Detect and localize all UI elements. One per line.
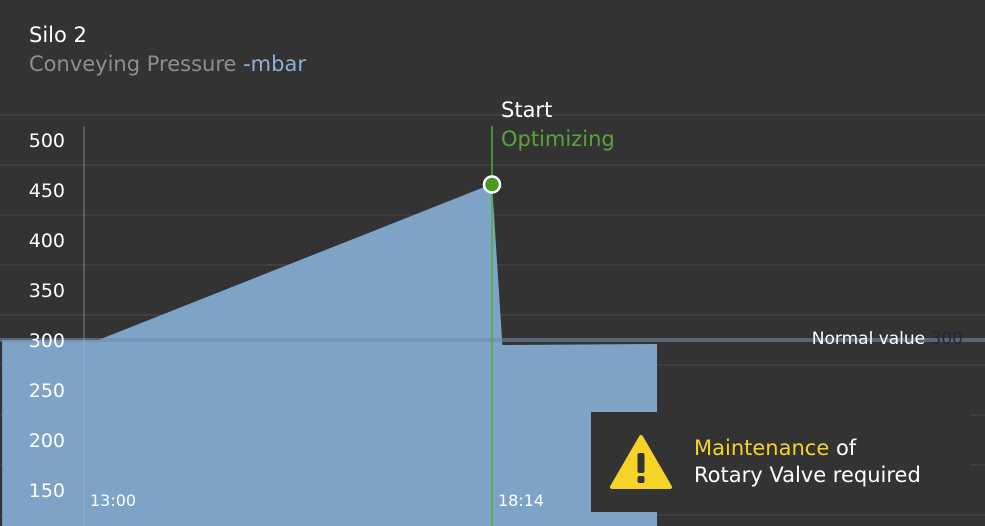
pressure-area-series (2, 184, 658, 526)
x-tick-label: 18:14 (498, 491, 544, 510)
chart-title: Silo 2 (29, 23, 87, 47)
start-marker-dot[interactable] (482, 175, 502, 194)
alert-line-2: Rotary Valve required (694, 463, 921, 487)
chart-subtitle: Conveying Pressure -mbar (29, 50, 306, 78)
normal-value-number: 300 (930, 329, 963, 349)
y-tick-label: 450 (29, 180, 65, 202)
warning-icon (610, 435, 672, 489)
maintenance-alert[interactable]: Maintenance of Rotary Valve required (591, 412, 970, 512)
alert-line-1: Maintenance of (694, 435, 921, 462)
unit-label: -mbar (243, 52, 306, 76)
y-axis: 500 450 400 350 300 250 200 150 (29, 130, 65, 502)
start-marker-label: Start Optimizing (501, 96, 615, 154)
y-tick-label: 350 (29, 280, 65, 302)
subtitle-label: Conveying Pressure (29, 52, 237, 76)
y-tick-label: 500 (29, 130, 65, 152)
normal-value-text: Normal value (811, 329, 926, 349)
alert-message: Maintenance of Rotary Valve required (694, 435, 921, 489)
chart-header: Silo 2 Conveying Pressure -mbar (29, 20, 306, 78)
y-tick-label: 300 (29, 330, 65, 352)
marker-status: Optimizing (501, 127, 615, 151)
x-tick-label: 13:00 (90, 491, 136, 510)
alert-highlight: Maintenance (694, 436, 830, 460)
y-tick-label: 250 (29, 380, 65, 402)
normal-value-label: Normal value 300 (812, 329, 963, 349)
alert-line-1-rest: of (835, 436, 857, 460)
y-tick-label: 150 (29, 480, 65, 502)
y-tick-label: 400 (29, 230, 65, 252)
y-tick-label: 200 (29, 430, 65, 452)
marker-title: Start (501, 98, 553, 122)
x-axis: 13:00 18:14 (90, 491, 544, 510)
